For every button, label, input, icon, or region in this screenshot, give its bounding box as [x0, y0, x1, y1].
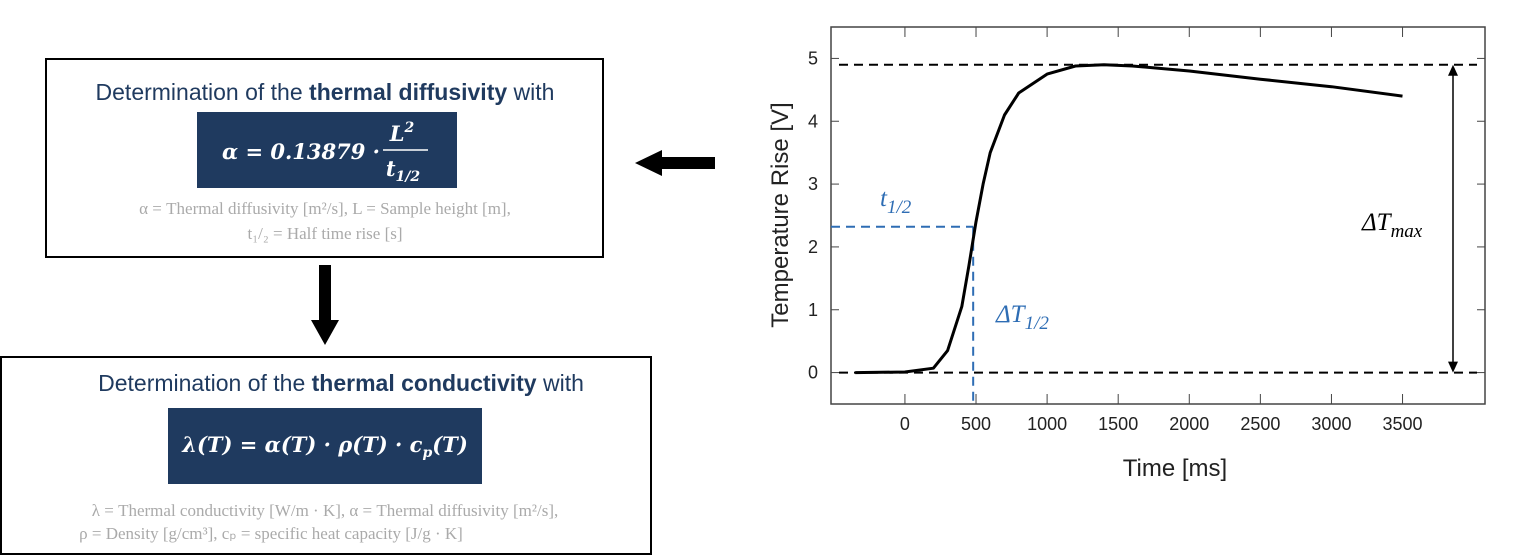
legend-line: α = Thermal diffusivity [m²/s], L = Samp…: [139, 199, 511, 218]
x-tick-label: 3000: [1311, 414, 1351, 434]
num-sup: 2: [404, 120, 415, 136]
formula: λ(T) = α(T) · ρ(T) · cp(T): [181, 432, 468, 461]
x-tick-label: 1000: [1027, 414, 1067, 434]
den: t: [386, 156, 396, 181]
formula-num: L2: [389, 120, 415, 146]
y-tick-label: 1: [808, 300, 818, 320]
ann-base: t: [880, 185, 888, 212]
title-bold: thermal conductivity: [312, 370, 537, 396]
legend-line: t₁/₂ = Half time rise [s]: [247, 224, 402, 243]
x-tick-label: 0: [900, 414, 910, 434]
formula-tail: (T): [432, 432, 468, 457]
plot-frame: [830, 26, 1486, 405]
legend-line: λ = Thermal conductivity [W/m · K], α = …: [92, 501, 558, 520]
formula-lhs: α = 0.13879 ·: [222, 139, 380, 164]
arrow-head: [1448, 64, 1458, 76]
arrow-head: [1448, 361, 1458, 373]
y-tick-label: 2: [808, 237, 818, 257]
formula-den: t1/2: [386, 156, 421, 185]
y-tick-label: 4: [808, 111, 818, 131]
arrow-left: [635, 150, 715, 176]
formula-sub: p: [422, 445, 432, 461]
conductivity-title: Determination of the thermal conductivit…: [98, 370, 584, 396]
formula-main: λ(T) = α(T) · ρ(T) · c: [181, 432, 422, 457]
data-line: [855, 63, 1403, 375]
y-axis-label: Temperature Rise [V]: [767, 102, 794, 327]
ann-sub: max: [1391, 221, 1423, 242]
title-post: with: [507, 79, 554, 105]
title-bold: thermal diffusivity: [309, 79, 507, 105]
title-pre: Determination of the: [96, 79, 310, 105]
x-tick-label: 3500: [1383, 414, 1423, 434]
ann-sub: 1/2: [1025, 313, 1050, 334]
y-tick-label: 0: [808, 363, 818, 383]
den-sub: 1/2: [396, 169, 421, 185]
max-rise-label: ΔTmax: [1361, 209, 1423, 242]
arrow-down: [311, 265, 339, 345]
ann-sub: 1/2: [887, 197, 912, 218]
x-tick-label: 2500: [1240, 414, 1280, 434]
y-tick-label: 5: [808, 48, 818, 68]
x-tick-label: 1500: [1098, 414, 1138, 434]
half-time-label: t1/2: [880, 185, 912, 218]
ann-base: ΔT: [1361, 209, 1393, 236]
diffusivity-title: Determination of the thermal diffusivity…: [96, 79, 555, 105]
ann-base: ΔT: [995, 301, 1027, 328]
half-rise-label: ΔT1/2: [995, 301, 1049, 334]
y-tick-label: 3: [808, 174, 818, 194]
x-tick-label: 2000: [1169, 414, 1209, 434]
x-axis-label: Time [ms]: [1123, 455, 1227, 482]
formula-box: [168, 408, 482, 484]
x-tick-label: 500: [961, 414, 991, 434]
title-post: with: [537, 370, 584, 396]
legend-line: ρ = Density [g/cm³], cₚ = specific heat …: [79, 524, 463, 543]
num: L: [389, 121, 405, 146]
title-pre: Determination of the: [98, 370, 312, 396]
